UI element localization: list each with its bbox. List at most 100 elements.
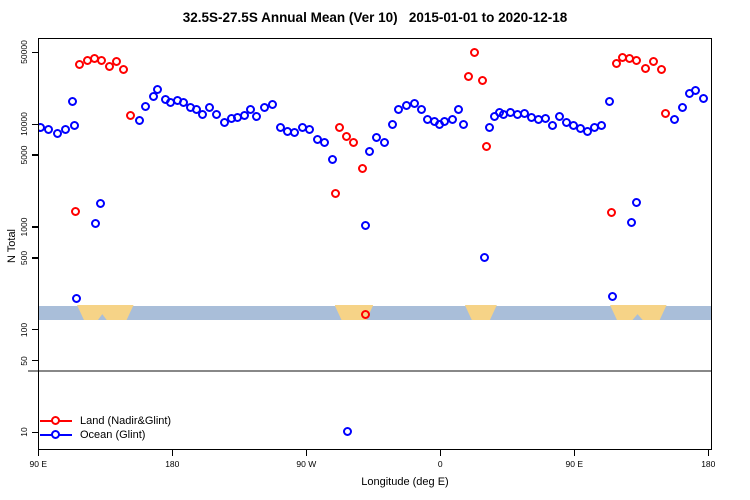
- data-point-ocean: [212, 110, 222, 120]
- data-point-ocean: [371, 133, 381, 143]
- x-tick-label: 180: [701, 459, 716, 469]
- y-tick: [32, 359, 38, 362]
- data-point-ocean: [342, 427, 352, 437]
- data-point-land: [481, 142, 491, 152]
- data-point-ocean: [141, 101, 151, 111]
- data-point-ocean: [596, 121, 606, 131]
- data-point-ocean: [670, 115, 680, 125]
- data-point-land: [126, 111, 136, 121]
- y-tick-label: 50: [19, 355, 29, 366]
- data-point-land: [104, 62, 114, 72]
- bay-notch: [97, 314, 107, 321]
- data-point-ocean: [179, 98, 189, 108]
- x-tick: [37, 450, 40, 456]
- x-tick: [573, 450, 576, 456]
- y-tick: [32, 123, 38, 126]
- x-axis-title: Longitude (deg E): [361, 476, 449, 488]
- data-point-ocean: [677, 102, 687, 112]
- x-tick: [305, 450, 308, 456]
- data-point-ocean: [61, 124, 71, 134]
- reference-line: [28, 369, 712, 372]
- x-tick-label: 90 E: [29, 459, 48, 469]
- data-point-land: [632, 55, 642, 65]
- data-point-land: [349, 137, 359, 147]
- data-point-ocean: [361, 220, 370, 230]
- y-tick-label: 5000: [19, 145, 29, 165]
- x-tick: [171, 450, 174, 456]
- legend-marker-land-icon: [40, 416, 72, 426]
- data-point-ocean: [52, 129, 62, 139]
- x-tick-label: 0: [437, 459, 443, 469]
- y-tick: [32, 154, 38, 156]
- data-point-ocean: [204, 103, 214, 113]
- data-point-ocean: [95, 199, 105, 209]
- legend-label-ocean: Ocean (Glint): [80, 429, 146, 441]
- land-patch: [77, 305, 134, 320]
- data-point-land: [334, 123, 344, 133]
- data-point-land: [341, 131, 351, 141]
- data-point-ocean: [44, 125, 54, 135]
- data-point-ocean: [148, 92, 158, 102]
- data-point-land: [357, 163, 367, 173]
- x-tick: [439, 450, 442, 456]
- data-point-ocean: [239, 111, 249, 121]
- y-axis-title: N Total: [6, 228, 18, 264]
- data-point-land: [611, 59, 621, 69]
- data-point-ocean: [691, 85, 701, 95]
- data-point-ocean: [268, 100, 278, 110]
- data-point-ocean: [69, 121, 79, 131]
- data-point-ocean: [320, 138, 330, 148]
- data-point-land: [656, 65, 666, 75]
- data-point-ocean: [327, 154, 337, 164]
- data-point-ocean: [246, 104, 256, 114]
- data-point-ocean: [626, 218, 636, 228]
- data-point-ocean: [605, 96, 615, 106]
- y-tick-label: 500: [19, 250, 29, 265]
- data-point-land: [361, 309, 370, 319]
- y-tick-label: 50000: [19, 40, 29, 65]
- data-point-ocean: [555, 111, 564, 121]
- y-tick-label: 10: [19, 427, 29, 438]
- y-tick: [32, 226, 38, 228]
- data-point-ocean: [365, 146, 375, 156]
- data-point-ocean: [388, 120, 398, 130]
- data-point-ocean: [153, 84, 162, 94]
- data-point-land: [119, 65, 129, 75]
- data-point-land: [648, 56, 658, 66]
- bay-notch: [632, 314, 643, 321]
- x-tick-label: 90 W: [296, 459, 317, 469]
- data-point-land: [330, 189, 340, 199]
- data-point-land: [469, 48, 479, 58]
- data-point-ocean: [289, 127, 299, 137]
- data-point-ocean: [698, 94, 708, 104]
- legend: Land (Nadir&Glint) Ocean (Glint): [40, 414, 171, 442]
- data-point-ocean: [252, 112, 262, 122]
- data-point-ocean: [259, 103, 269, 113]
- data-point-ocean: [582, 127, 592, 137]
- data-point-ocean: [90, 219, 100, 229]
- legend-label-land: Land (Nadir&Glint): [80, 415, 172, 427]
- y-tick: [32, 431, 38, 434]
- data-point-ocean: [197, 110, 207, 120]
- data-point-land: [640, 64, 650, 74]
- data-point-ocean: [416, 104, 426, 114]
- y-tick: [32, 51, 38, 54]
- data-point-ocean: [305, 124, 315, 134]
- data-point-ocean: [608, 291, 618, 301]
- data-point-ocean: [632, 198, 642, 208]
- data-point-ocean: [485, 122, 495, 132]
- ocean-strip: [38, 306, 712, 321]
- legend-item-ocean: Ocean (Glint): [40, 428, 171, 442]
- data-point-land: [606, 207, 616, 217]
- data-point-ocean: [454, 104, 464, 114]
- x-tick: [707, 450, 710, 456]
- data-point-ocean: [458, 120, 468, 130]
- data-point-ocean: [409, 99, 419, 109]
- data-point-ocean: [479, 252, 489, 262]
- x-tick-label: 180: [165, 459, 180, 469]
- data-point-ocean: [71, 293, 81, 303]
- plot-area: [38, 38, 712, 450]
- data-point-ocean: [379, 137, 389, 147]
- chart-title: 32.5S-27.5S Annual Mean (Ver 10) 2015-01…: [182, 10, 568, 25]
